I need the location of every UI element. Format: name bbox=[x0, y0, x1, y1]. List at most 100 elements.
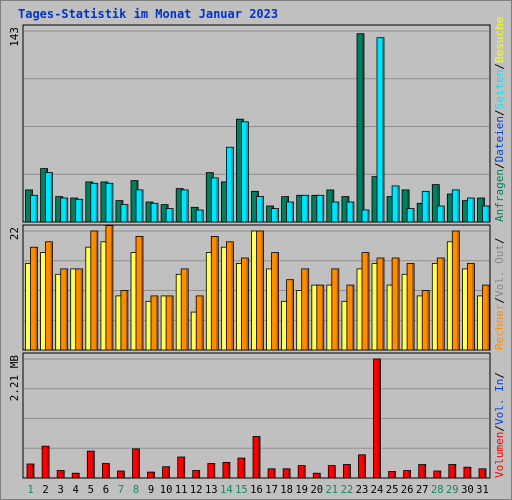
bottom-panel-bar-shade-volumen-12 bbox=[197, 471, 200, 478]
top-panel-bar-dateien-20 bbox=[316, 194, 325, 223]
middle-panel-bar-shade-rechner-6 bbox=[110, 226, 113, 350]
top-panel-bar-shade-dateien-9 bbox=[156, 203, 158, 222]
top-panel-bar-shade-dateien-30 bbox=[472, 198, 474, 222]
bottom-panel-bar-volumen-30 bbox=[463, 466, 472, 479]
top-panel-bar-shade-dateien-18 bbox=[291, 202, 293, 222]
bottom-panel-bar-volumen-17 bbox=[267, 468, 276, 479]
top-panel-bar-anfragen-26 bbox=[401, 189, 410, 223]
chart-title: Tages-Statistik im Monat Januar 2023 bbox=[18, 7, 279, 21]
bottom-panel-bar-volumen-10 bbox=[162, 466, 171, 479]
x-tick-label: 24 bbox=[371, 484, 384, 496]
bottom-panel-bar-shade-volumen-29 bbox=[453, 465, 456, 478]
middle-panel-bar-shade-rechner-13 bbox=[216, 236, 218, 350]
bottom-panel-bar-volumen-13 bbox=[207, 463, 216, 479]
bottom-panel-bar-volumen-15 bbox=[237, 457, 246, 479]
middle-panel-bar-rechner-23 bbox=[361, 252, 370, 351]
top-panel-bar-shade-dateien-5 bbox=[95, 183, 98, 222]
x-tick-label: 14 bbox=[220, 484, 233, 496]
top-panel-bar-shade-dateien-8 bbox=[141, 190, 143, 222]
x-tick-label: 16 bbox=[250, 484, 263, 496]
top-panel-bar-dateien-1 bbox=[30, 194, 38, 223]
top-panel-bar-dateien-3 bbox=[60, 197, 69, 223]
middle-panel-ymax-label: 22 bbox=[8, 227, 21, 240]
bottom-panel-bar-shade-volumen-2 bbox=[47, 446, 49, 478]
middle-panel-bar-shade-rechner-26 bbox=[412, 264, 414, 350]
top-panel-bar-dateien-25 bbox=[391, 185, 400, 223]
top-panel-bar-dateien-5 bbox=[90, 182, 99, 223]
top-panel-bar-shade-dateien-20 bbox=[321, 195, 324, 222]
middle-panel-bar-shade-rechner-31 bbox=[487, 285, 489, 350]
bottom-panel-bar-shade-volumen-24 bbox=[378, 359, 380, 478]
bottom-panel: 2.21 MB bbox=[8, 352, 491, 479]
x-tick-label: 28 bbox=[431, 484, 444, 496]
top-panel-bar-dateien-31 bbox=[482, 205, 490, 223]
top-panel-bar-dateien-15 bbox=[240, 121, 249, 223]
bottom-panel-bar-shade-volumen-1 bbox=[32, 464, 34, 478]
bottom-panel-bar-volumen-5 bbox=[86, 450, 95, 479]
top-panel-bar-dateien-18 bbox=[286, 201, 295, 223]
middle-panel-bar-shade-rechner-16 bbox=[261, 231, 263, 350]
middle-panel-bar-shade-rechner-9 bbox=[156, 296, 158, 350]
x-axis-labels: 1 2 3 4 5 6 7 8 9 10 11 12 13 14 15 16 17 18 19 20 21 22 23 24 2… bbox=[27, 484, 488, 496]
bottom-panel-bar-shade-volumen-31 bbox=[484, 469, 486, 478]
middle-panel-bar-rechner-14 bbox=[225, 241, 234, 351]
top-panel-ymax-label: 143 bbox=[8, 27, 21, 47]
legend-entry: Vol. In bbox=[493, 379, 506, 425]
bottom-panel-bar-shade-volumen-9 bbox=[152, 472, 154, 478]
middle-panel-bar-rechner-13 bbox=[210, 235, 219, 351]
bottom-panel-bar-shade-volumen-4 bbox=[77, 473, 79, 478]
top-panel-bar-dateien-4 bbox=[75, 198, 84, 223]
bottom-panel-bar-shade-volumen-22 bbox=[348, 465, 350, 478]
middle-panel-bar-shade-rechner-1 bbox=[35, 247, 37, 350]
middle-panel-bar-shade-rechner-12 bbox=[201, 296, 203, 350]
x-tick-label: 20 bbox=[310, 484, 323, 496]
middle-panel-bar-shade-rechner-21 bbox=[336, 269, 339, 350]
middle-panel-bar-shade-rechner-27 bbox=[427, 291, 429, 350]
top-panel-bar-shade-dateien-28 bbox=[442, 206, 444, 222]
middle-panel-bar-shade-rechner-28 bbox=[442, 258, 444, 350]
x-tick-label: 21 bbox=[325, 484, 338, 496]
x-tick-label: 15 bbox=[235, 484, 248, 496]
top-panel-bar-shade-dateien-4 bbox=[80, 199, 83, 222]
top-panel-bar-dateien-13 bbox=[210, 177, 219, 223]
middle-panel-bar-rechner-11 bbox=[180, 268, 189, 351]
legend-entry: Seiten bbox=[493, 70, 506, 110]
bottom-panel-bar-shade-volumen-16 bbox=[258, 437, 260, 478]
bottom-panel-bar-volumen-26 bbox=[403, 470, 412, 479]
legend-entry: Besuche bbox=[493, 17, 506, 63]
middle-panel-bar-rechner-4 bbox=[75, 268, 84, 351]
bottom-panel-bar-volumen-16 bbox=[252, 436, 261, 479]
middle-panel-bar-rechner-17 bbox=[271, 252, 280, 351]
top-panel-bar-dateien-6 bbox=[105, 182, 114, 223]
top-panel-bar-dateien-28 bbox=[436, 205, 445, 223]
x-tick-label: 23 bbox=[356, 484, 369, 496]
middle-panel-bar-shade-rechner-29 bbox=[457, 231, 459, 350]
top-panel-bar-shade-anfragen-26 bbox=[407, 190, 409, 222]
middle-panel-bar-rechner-27 bbox=[421, 290, 430, 351]
bottom-panel-bar-shade-volumen-7 bbox=[122, 471, 124, 478]
bottom-panel-bar-volumen-4 bbox=[71, 472, 80, 479]
top-panel-legend: Anfragen/Dateien/Seiten/Besuche bbox=[493, 17, 506, 222]
top-panel-bar-shade-dateien-31 bbox=[487, 206, 489, 222]
bottom-panel-bar-shade-volumen-21 bbox=[333, 466, 335, 478]
x-tick-label: 19 bbox=[295, 484, 308, 496]
top-panel-bar-shade-dateien-11 bbox=[186, 190, 188, 222]
middle-panel-bar-rechner-31 bbox=[482, 284, 490, 351]
middle-panel-bar-rechner-10 bbox=[165, 295, 174, 351]
bottom-panel-bar-shade-volumen-26 bbox=[408, 471, 410, 478]
bottom-panel-bar-shade-volumen-3 bbox=[62, 471, 64, 478]
middle-panel-bar-rechner-9 bbox=[150, 295, 159, 351]
bottom-panel-bar-shade-volumen-19 bbox=[303, 466, 305, 478]
x-tick-label: 13 bbox=[205, 484, 218, 496]
bottom-panel-bar-shade-volumen-30 bbox=[468, 467, 471, 478]
top-panel-bar-shade-dateien-7 bbox=[125, 205, 128, 222]
middle-panel-bar-rechner-2 bbox=[45, 241, 53, 351]
x-tick-label: 3 bbox=[58, 484, 64, 496]
top-panel-bar-dateien-26 bbox=[406, 208, 415, 223]
top-panel-bar-shade-dateien-16 bbox=[261, 197, 263, 222]
legend-entry: / bbox=[493, 63, 506, 70]
top-panel-bar-shade-dateien-12 bbox=[201, 210, 203, 222]
x-tick-label: 10 bbox=[160, 484, 173, 496]
